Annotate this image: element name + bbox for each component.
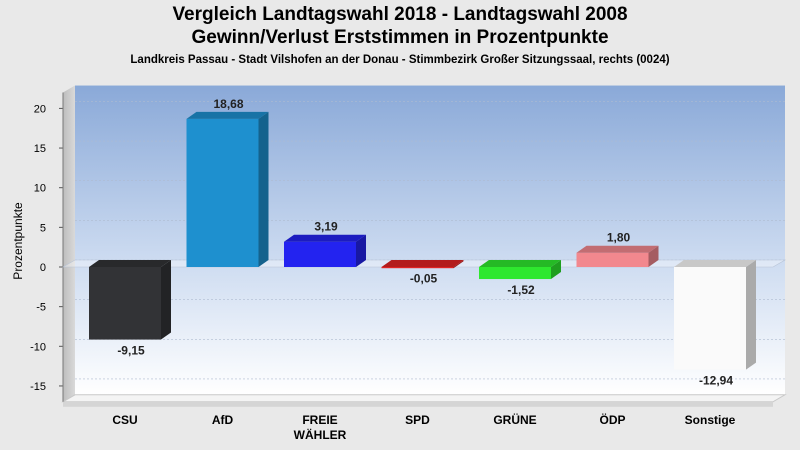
category-label: SPD: [405, 413, 430, 427]
bar-side: [258, 111, 269, 267]
y-tick-label: 5: [40, 222, 46, 234]
bar: [674, 267, 746, 370]
bar: [479, 267, 551, 280]
bar-top: [381, 260, 464, 267]
chart-subtitle: Gewinn/Verlust Erststimmen in Prozentpun…: [191, 27, 609, 48]
bar-side: [648, 245, 659, 267]
y-tick-label: -10: [30, 341, 46, 353]
value-label: -12,94: [699, 374, 733, 388]
plot-floor: [61, 394, 787, 403]
plot-floor-edge: [63, 401, 773, 407]
category-label: Sonstige: [685, 413, 736, 427]
value-label: -9,15: [117, 344, 145, 358]
value-label: 18,68: [213, 97, 243, 111]
bar: [381, 267, 454, 269]
category-label: FREIE WÄHLER: [294, 413, 347, 442]
plot-side-wall: [63, 85, 75, 402]
y-tick-label: -15: [30, 381, 46, 393]
bar-top: [89, 260, 171, 267]
y-tick-label: 10: [34, 183, 46, 195]
bar-top: [576, 245, 659, 253]
y-tick-label: -5: [36, 302, 46, 314]
y-tick-label: 0: [40, 262, 46, 274]
bar-top: [284, 234, 366, 242]
value-label: -1,52: [507, 283, 535, 297]
bar: [284, 241, 356, 267]
value-label: 1,80: [607, 231, 631, 245]
bar-top: [674, 260, 756, 267]
bar: [576, 252, 649, 267]
y-tick-label: 20: [34, 103, 46, 115]
bar-side: [453, 260, 464, 269]
category-label: AfD: [212, 413, 234, 427]
bar-top: [186, 111, 269, 119]
category-label: ÖDP: [599, 412, 625, 427]
chart-title: Vergleich Landtagswahl 2018 - Landtagswa…: [172, 4, 628, 25]
bar-side: [551, 260, 561, 280]
bar-side: [356, 234, 366, 267]
bar-side: [161, 260, 171, 340]
category-label: CSU: [112, 413, 137, 427]
bar: [186, 118, 259, 267]
y-tick-label: 15: [34, 143, 46, 155]
bar-top: [479, 260, 561, 267]
value-label: -0,05: [410, 271, 438, 285]
y-axis-label: Prozentpunkte: [11, 202, 25, 280]
value-label: 3,19: [314, 220, 338, 234]
category-label: GRÜNE: [493, 412, 536, 427]
chart-caption: Landkreis Passau - Stadt Vilshofen an de…: [130, 54, 670, 66]
bar-side: [746, 260, 756, 370]
bar: [89, 267, 161, 340]
